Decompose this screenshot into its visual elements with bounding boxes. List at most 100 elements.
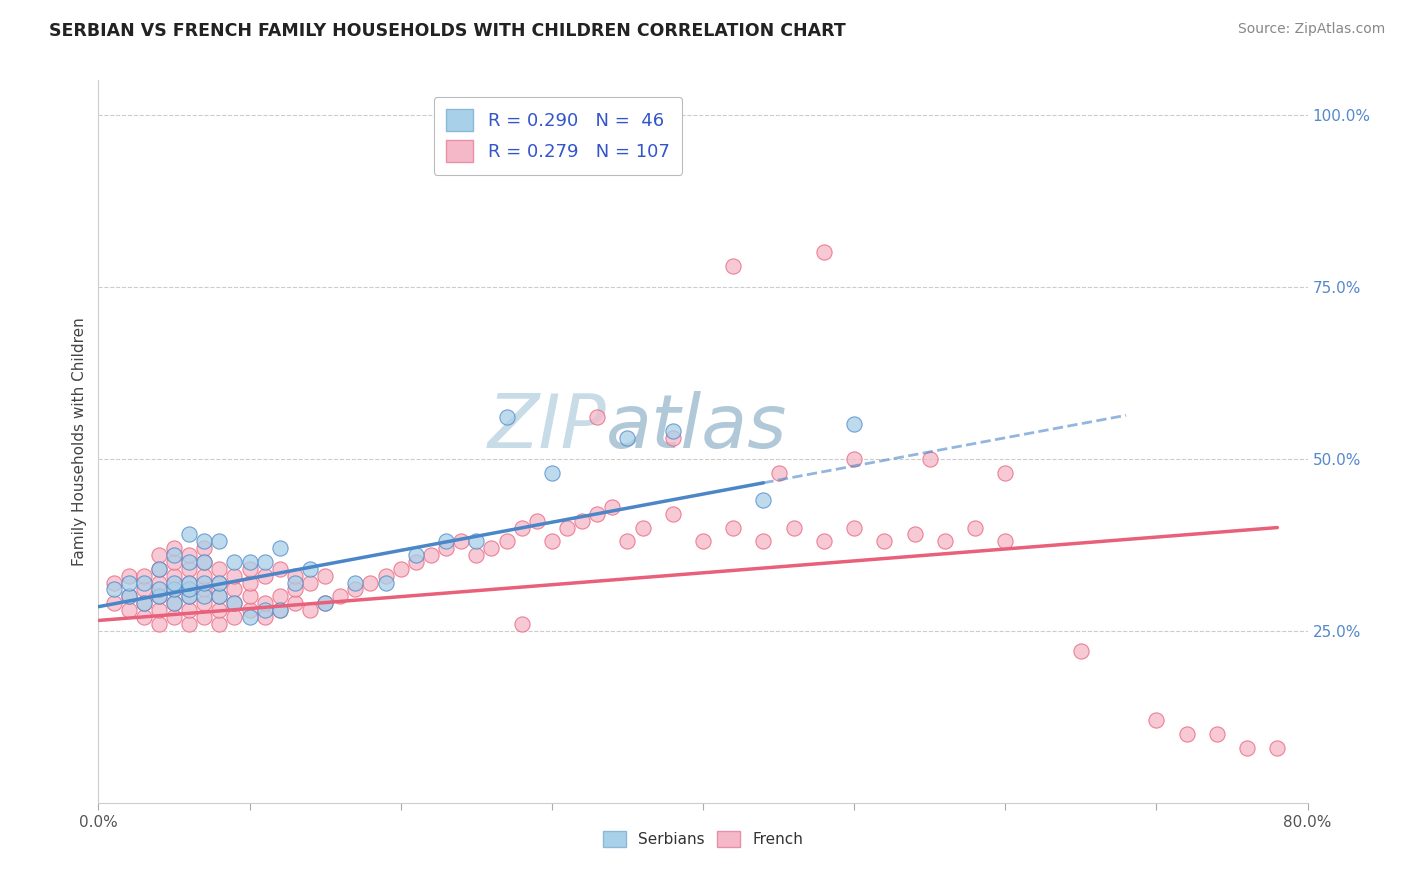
Point xyxy=(118,568,141,582)
Point xyxy=(1070,644,1092,658)
Point xyxy=(179,548,201,562)
Point xyxy=(284,582,307,597)
Point xyxy=(179,616,201,631)
Point xyxy=(118,603,141,617)
Point xyxy=(132,568,155,582)
Point xyxy=(148,548,170,562)
Point xyxy=(994,466,1017,480)
Point xyxy=(253,555,276,569)
Point xyxy=(253,568,276,582)
Point xyxy=(723,259,745,273)
Point xyxy=(208,562,231,576)
Point xyxy=(783,520,806,534)
Point xyxy=(510,520,533,534)
Point xyxy=(269,603,291,617)
Point xyxy=(224,596,246,610)
Point xyxy=(239,555,262,569)
Point xyxy=(208,590,231,604)
Point xyxy=(193,568,215,582)
Point xyxy=(193,541,215,556)
Point xyxy=(193,575,215,590)
Point xyxy=(208,590,231,604)
Point xyxy=(253,603,276,617)
Point xyxy=(405,555,427,569)
Point xyxy=(239,575,262,590)
Point xyxy=(314,568,336,582)
Point xyxy=(208,603,231,617)
Point xyxy=(434,534,457,549)
Point xyxy=(405,548,427,562)
Text: atlas: atlas xyxy=(606,391,787,463)
Point xyxy=(314,596,336,610)
Point xyxy=(344,575,367,590)
Point xyxy=(661,431,683,445)
Point xyxy=(374,575,396,590)
Point xyxy=(813,245,835,260)
Text: ZIP: ZIP xyxy=(488,391,606,463)
Point xyxy=(118,590,141,604)
Point xyxy=(692,534,714,549)
Text: SERBIAN VS FRENCH FAMILY HOUSEHOLDS WITH CHILDREN CORRELATION CHART: SERBIAN VS FRENCH FAMILY HOUSEHOLDS WITH… xyxy=(49,22,846,40)
Point xyxy=(148,562,170,576)
Point xyxy=(540,534,562,549)
Point xyxy=(586,507,609,521)
Point xyxy=(526,514,548,528)
Point xyxy=(269,603,291,617)
Point xyxy=(450,534,472,549)
Point xyxy=(163,555,186,569)
Point xyxy=(1236,740,1258,755)
Point xyxy=(994,534,1017,549)
Point xyxy=(752,493,775,508)
Point xyxy=(193,555,215,569)
Point xyxy=(179,603,201,617)
Point xyxy=(208,616,231,631)
Point xyxy=(132,610,155,624)
Point xyxy=(495,410,517,425)
Point xyxy=(103,575,125,590)
Point xyxy=(284,568,307,582)
Point xyxy=(269,541,291,556)
Point xyxy=(193,596,215,610)
Point xyxy=(965,520,987,534)
Point xyxy=(179,575,201,590)
Point xyxy=(163,582,186,597)
Point xyxy=(661,424,683,438)
Point xyxy=(193,582,215,597)
Point xyxy=(193,555,215,569)
Point xyxy=(224,568,246,582)
Point xyxy=(586,410,609,425)
Point xyxy=(148,603,170,617)
Point xyxy=(1144,713,1167,727)
Point xyxy=(163,541,186,556)
Point xyxy=(118,575,141,590)
Point xyxy=(1267,740,1289,755)
Point xyxy=(844,451,866,466)
Point xyxy=(555,520,578,534)
Point xyxy=(148,590,170,604)
Point xyxy=(224,555,246,569)
Point xyxy=(495,534,517,549)
Point xyxy=(813,534,835,549)
Point xyxy=(360,575,382,590)
Point xyxy=(163,596,186,610)
Point xyxy=(103,582,125,597)
Point xyxy=(208,575,231,590)
Point xyxy=(103,596,125,610)
Point xyxy=(768,466,790,480)
Point xyxy=(163,575,186,590)
Point xyxy=(631,520,654,534)
Point xyxy=(540,466,562,480)
Point xyxy=(132,575,155,590)
Point xyxy=(208,575,231,590)
Point xyxy=(253,610,276,624)
Point xyxy=(163,596,186,610)
Point xyxy=(510,616,533,631)
Point xyxy=(918,451,941,466)
Point xyxy=(148,616,170,631)
Point xyxy=(904,527,927,541)
Point xyxy=(616,431,638,445)
Point xyxy=(179,527,201,541)
Point xyxy=(118,590,141,604)
Point xyxy=(208,534,231,549)
Point xyxy=(329,590,352,604)
